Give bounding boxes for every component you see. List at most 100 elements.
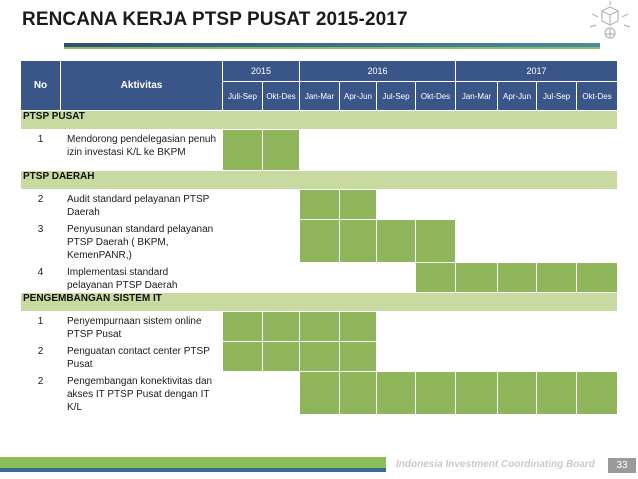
timeline-cell-empty bbox=[497, 129, 538, 171]
timeline-cell-active bbox=[262, 129, 300, 171]
activity-text: Pengembangan konektivitas dan akses IT P… bbox=[60, 371, 223, 415]
timeline-cell-empty bbox=[376, 341, 416, 372]
timeline-cell-empty bbox=[536, 129, 578, 171]
work-plan-table: No Aktivitas 2015 2016 2017 Juli-Sep Okt… bbox=[19, 60, 619, 415]
timeline-cell-empty bbox=[262, 371, 300, 415]
timeline-cell-active bbox=[222, 311, 263, 342]
header-period: Juli-Sep bbox=[222, 81, 263, 111]
activity-text: Implementasi standard pelayanan PTSP Dae… bbox=[60, 262, 223, 293]
activity-row: 1 Mendorong pendelegasian penuh izin inve… bbox=[20, 129, 619, 171]
header-period: Apr-Jun bbox=[339, 81, 377, 111]
activity-text: Penyusunan standard pelayanan PTSP Daera… bbox=[60, 219, 223, 263]
timeline-cell-empty bbox=[376, 262, 416, 293]
timeline-cell-active bbox=[299, 341, 340, 372]
page-number: 33 bbox=[608, 458, 636, 473]
timeline-cell-active bbox=[414, 262, 457, 293]
activity-number: 2 bbox=[20, 371, 61, 415]
page-title: RENCANA KERJA PTSP PUSAT 2015-2017 bbox=[22, 9, 408, 30]
timeline-cell-empty bbox=[455, 341, 499, 372]
header-no: No bbox=[20, 60, 61, 111]
timeline-cell-active bbox=[497, 371, 538, 415]
timeline-cell-empty bbox=[576, 129, 619, 171]
timeline-cell-empty bbox=[414, 129, 457, 171]
timeline-cell-empty bbox=[414, 311, 457, 342]
header-period: Jan-Mar bbox=[455, 81, 499, 111]
timeline-cell-empty bbox=[222, 262, 263, 293]
header-year-2015: 2015 bbox=[222, 60, 300, 82]
timeline-cell-empty bbox=[455, 129, 499, 171]
timeline-cell-active bbox=[299, 371, 340, 415]
timeline-cell-active bbox=[376, 371, 416, 415]
header-period: Jul-Sep bbox=[376, 81, 416, 111]
timeline-cell-active bbox=[414, 371, 457, 415]
title-underline bbox=[64, 43, 600, 49]
timeline-cell-empty bbox=[536, 219, 578, 263]
header-period: Jul-Sep bbox=[536, 81, 578, 111]
timeline-cell-active bbox=[299, 189, 340, 220]
timeline-cell-active bbox=[455, 371, 499, 415]
activity-number: 2 bbox=[20, 189, 61, 220]
bkpm-logo-icon bbox=[589, 1, 631, 39]
activity-number: 4 bbox=[20, 262, 61, 293]
header-year-2017: 2017 bbox=[455, 60, 619, 82]
timeline-cell-empty bbox=[455, 219, 499, 263]
timeline-cell-active bbox=[455, 262, 499, 293]
timeline-cell-empty bbox=[299, 262, 340, 293]
timeline-cell-empty bbox=[414, 189, 457, 220]
timeline-cell-empty bbox=[339, 129, 377, 171]
timeline-cell-active bbox=[576, 262, 619, 293]
timeline-cell-active bbox=[339, 341, 377, 372]
timeline-cell-empty bbox=[299, 129, 340, 171]
timeline-cell-active bbox=[497, 262, 538, 293]
timeline-cell-empty bbox=[576, 311, 619, 342]
timeline-cell-active bbox=[222, 341, 263, 372]
timeline-cell-empty bbox=[576, 341, 619, 372]
timeline-cell-active bbox=[339, 311, 377, 342]
timeline-cell-empty bbox=[262, 219, 300, 263]
footer-green-bar bbox=[0, 457, 386, 468]
activity-row: 3 Penyusunan standard pelayanan PTSP Daer… bbox=[20, 219, 619, 263]
timeline-cell-empty bbox=[576, 189, 619, 220]
timeline-cell-active bbox=[376, 219, 416, 263]
timeline-cell-empty bbox=[455, 189, 499, 220]
timeline-cell-empty bbox=[222, 189, 263, 220]
activity-number: 2 bbox=[20, 341, 61, 372]
header-period: Okt-Des bbox=[262, 81, 300, 111]
timeline-cell-empty bbox=[497, 189, 538, 220]
activity-text: Penyempurnaan sistem online PTSP Pusat bbox=[60, 311, 223, 342]
timeline-cell-active bbox=[576, 371, 619, 415]
timeline-cell-empty bbox=[497, 219, 538, 263]
timeline-cell-active bbox=[262, 311, 300, 342]
footer-organization: Indonesia Investment Coordinating Board bbox=[396, 459, 595, 470]
timeline-cell-active bbox=[339, 189, 377, 220]
header-period: Okt-Des bbox=[414, 81, 457, 111]
timeline-cell-empty bbox=[414, 341, 457, 372]
activity-row: 2 Penguatan contact center PTSP Pusat bbox=[20, 341, 619, 372]
timeline-cell-active bbox=[299, 311, 340, 342]
timeline-cell-empty bbox=[497, 341, 538, 372]
activity-number: 1 bbox=[20, 311, 61, 342]
timeline-cell-active bbox=[222, 129, 263, 171]
timeline-cell-empty bbox=[376, 189, 416, 220]
activity-text: Audit standard pelayanan PTSP Daerah bbox=[60, 189, 223, 220]
timeline-cell-active bbox=[414, 219, 457, 263]
activity-row: 2 Audit standard pelayanan PTSP Daerah bbox=[20, 189, 619, 220]
timeline-cell-active bbox=[262, 341, 300, 372]
timeline-cell-empty bbox=[376, 129, 416, 171]
timeline-cell-empty bbox=[455, 311, 499, 342]
section-header: PTSP PUSAT bbox=[19, 110, 619, 130]
timeline-cell-empty bbox=[376, 311, 416, 342]
timeline-cell-empty bbox=[222, 219, 263, 263]
timeline-cell-empty bbox=[222, 371, 263, 415]
activity-row: 1 Penyempurnaan sistem online PTSP Pusat bbox=[20, 311, 619, 342]
activity-row: 4 Implementasi standard pelayanan PTSP Da… bbox=[20, 262, 619, 293]
timeline-cell-active bbox=[339, 371, 377, 415]
timeline-cell-active bbox=[536, 262, 578, 293]
header-period: Okt-Des bbox=[576, 81, 619, 111]
timeline-cell-empty bbox=[262, 189, 300, 220]
timeline-cell-active bbox=[339, 219, 377, 263]
timeline-cell-empty bbox=[339, 262, 377, 293]
header-period: Jan-Mar bbox=[299, 81, 340, 111]
section-header: PTSP DAERAH bbox=[19, 170, 619, 190]
section-header: PENGEMBANGAN SISTEM IT bbox=[19, 292, 619, 312]
